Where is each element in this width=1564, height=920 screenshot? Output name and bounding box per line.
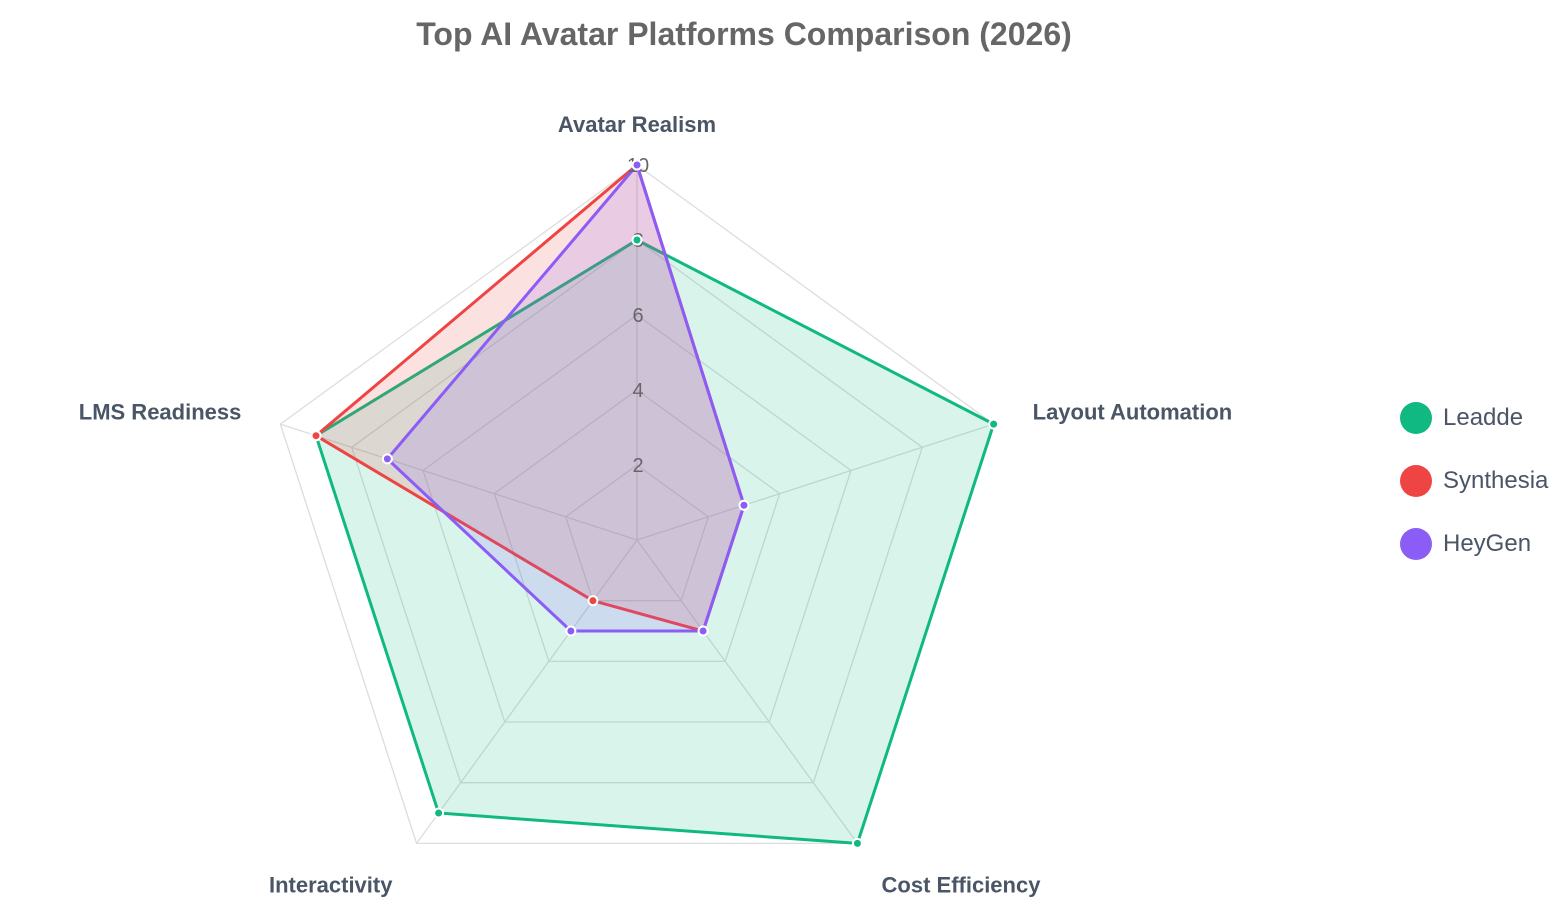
chart-title: Top AI Avatar Platforms Comparison (2026… — [416, 16, 1072, 52]
legend: Leadde Synthesia HeyGen — [1400, 402, 1548, 591]
grid-spoke-lms-readiness — [280, 423, 638, 541]
point-heygen-layout-automation — [738, 499, 750, 511]
point-synthesia-lms-readiness — [310, 430, 322, 442]
axis-label-interactivity: Interactivity — [269, 873, 393, 898]
grid-ring-6 — [422, 314, 852, 723]
legend-swatch-synthesia — [1400, 465, 1432, 497]
point-heygen-lms-readiness — [381, 453, 393, 465]
legend-swatch-heygen — [1400, 528, 1432, 560]
point-heygen-cost-efficiency — [697, 625, 709, 637]
grid-spoke-interactivity — [416, 539, 638, 844]
tick-label-4: 4 — [632, 380, 643, 402]
point-leadde-layout-automation — [988, 418, 1000, 430]
point-leadde-interactivity — [433, 807, 445, 819]
axis-label-layout-automation: Layout Automation — [1033, 399, 1233, 424]
grid-spoke-cost-efficiency — [636, 539, 858, 844]
legend-item-heygen[interactable]: HeyGen — [1400, 528, 1548, 560]
grid-spoke-layout-automation — [636, 423, 994, 541]
series-area-leadde — [314, 238, 996, 845]
legend-label-heygen: HeyGen — [1443, 530, 1532, 557]
axis-label-avatar-realism: Avatar Realism — [558, 112, 716, 137]
point-leadde-cost-efficiency — [851, 837, 863, 849]
legend-item-leadde[interactable]: Leadde — [1400, 402, 1548, 434]
grid-ring-2 — [564, 464, 710, 602]
tick-label-2: 2 — [632, 455, 643, 477]
series-area-heygen — [385, 163, 746, 633]
grid-ring-4 — [493, 389, 781, 663]
point-leadde-avatar-realism — [631, 234, 643, 246]
axis-label-lms-readiness: LMS Readiness — [79, 399, 242, 424]
grid-ring-8 — [350, 239, 924, 784]
point-heygen-avatar-realism — [631, 159, 643, 171]
legend-label-synthesia: Synthesia — [1443, 467, 1549, 494]
legend-item-synthesia[interactable]: Synthesia — [1400, 465, 1548, 497]
point-heygen-interactivity — [565, 625, 577, 637]
legend-swatch-leadde — [1400, 402, 1432, 434]
grid-ring-10 — [279, 164, 995, 845]
point-synthesia-interactivity — [587, 595, 599, 607]
tick-label-6: 6 — [632, 305, 643, 327]
axis-label-cost-efficiency: Cost Efficiency — [882, 873, 1042, 898]
legend-label-leadde: Leadde — [1443, 404, 1524, 431]
